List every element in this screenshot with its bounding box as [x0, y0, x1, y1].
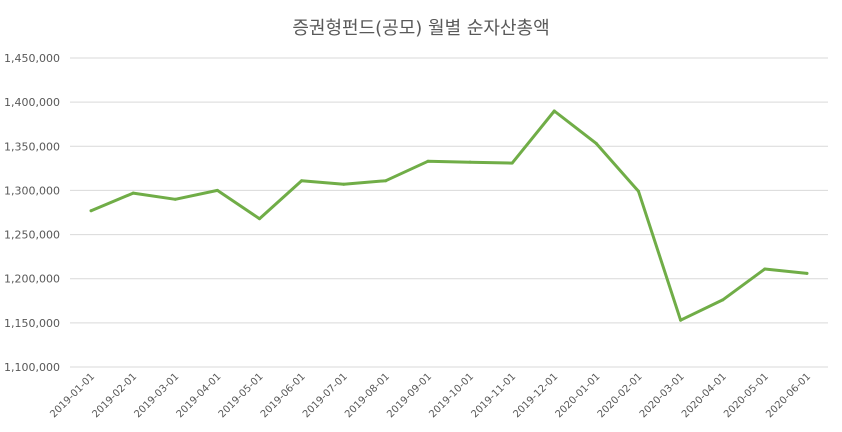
series-line [89, 109, 809, 322]
y-tick-label: 1,150,000 [4, 317, 60, 330]
y-tick-label: 1,300,000 [4, 184, 60, 197]
data-point [552, 109, 556, 113]
x-tick: 2020-06-01 [764, 371, 813, 420]
data-point [300, 179, 304, 183]
data-point [679, 318, 683, 322]
data-point [721, 298, 725, 302]
data-point [468, 160, 472, 164]
y-tick-label: 1,350,000 [4, 140, 60, 153]
data-point [384, 179, 388, 183]
data-point [510, 161, 514, 165]
x-axis-ticks: 2019-01-012019-02-012019-03-012019-04-01… [48, 371, 813, 420]
y-tick-label: 1,450,000 [4, 52, 60, 65]
y-tick-label: 1,400,000 [4, 96, 60, 109]
y-tick-label: 1,200,000 [4, 273, 60, 286]
data-point [637, 189, 640, 193]
data-point [173, 197, 177, 201]
y-axis-ticks: 1,100,000 1,150,000 1,200,000 1,250,000 1,30… [4, 52, 60, 374]
chart-title: 증권형펀드(공모) 월별 순자산총액 [292, 18, 550, 39]
data-point [594, 142, 598, 146]
data-point [258, 217, 261, 221]
gridlines [70, 57, 828, 368]
data-point [131, 191, 135, 195]
x-tick-label: 2020-06-01 [764, 371, 813, 420]
y-tick-label: 1,100,000 [4, 361, 60, 374]
data-point [342, 182, 346, 186]
data-point [89, 209, 93, 213]
data-point [805, 271, 809, 275]
data-point [763, 267, 767, 271]
series-layer [89, 109, 809, 322]
y-tick-label: 1,250,000 [4, 229, 60, 242]
data-point [215, 188, 219, 192]
data-point [426, 159, 430, 163]
